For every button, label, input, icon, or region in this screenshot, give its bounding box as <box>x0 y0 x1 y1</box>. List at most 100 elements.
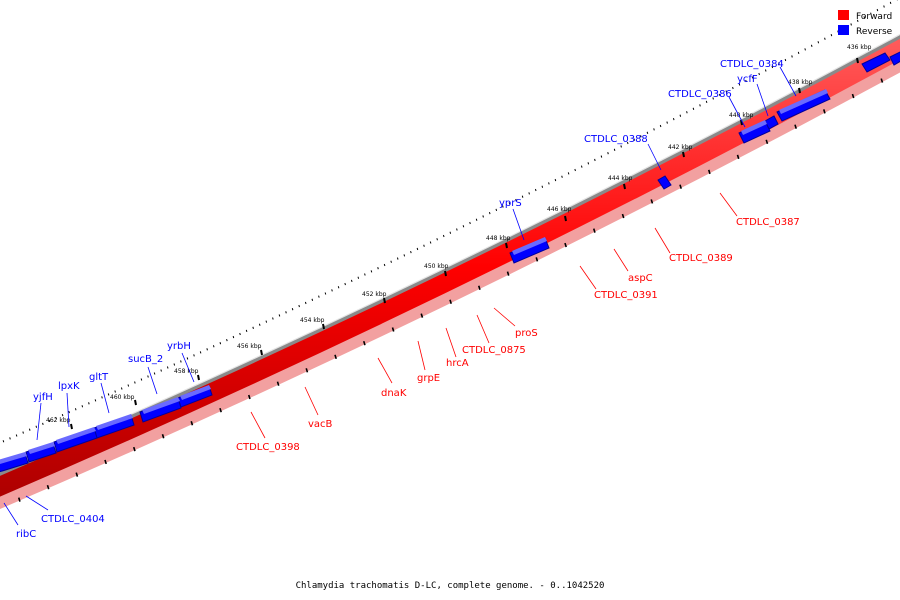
reverse-gene-box <box>0 452 29 473</box>
scale-tick-label: 440 kbp <box>729 112 754 119</box>
minor-tick <box>830 34 833 37</box>
minor-tick <box>738 83 741 86</box>
forward-strand-band <box>0 37 900 497</box>
minor-tick <box>600 155 603 158</box>
lower-tick <box>17 497 21 502</box>
minor-tick <box>2 440 5 443</box>
lower-tick <box>592 228 596 233</box>
minor-tick <box>377 267 379 270</box>
gene-label-reverse[interactable]: ycfF <box>737 74 758 85</box>
gene-label-forward[interactable]: proS <box>515 328 538 339</box>
minor-tick <box>127 384 130 387</box>
minor-tick <box>166 366 169 369</box>
minor-tick <box>48 419 51 423</box>
minor-tick <box>778 62 780 65</box>
scale-tick-label: 448 kbp <box>486 235 511 242</box>
gene-label-forward[interactable]: CTDLC_0398 <box>236 442 300 453</box>
minor-tick <box>502 205 504 208</box>
minor-tick <box>153 372 156 375</box>
reverse-gene-box <box>776 89 831 122</box>
gene-label-forward[interactable]: CTDLC_0391 <box>594 290 658 301</box>
gene-label-forward[interactable]: CTDLC_0875 <box>462 345 526 356</box>
gene-label-reverse[interactable]: yjfH <box>33 392 53 403</box>
minor-tick <box>147 375 149 378</box>
minor-tick <box>344 282 346 286</box>
reverse-gene-box <box>657 175 672 190</box>
minor-tick <box>495 208 498 212</box>
minor-tick <box>272 317 274 320</box>
gene-label-forward[interactable]: grpE <box>417 373 440 384</box>
gene-label-forward[interactable]: CTDLC_0389 <box>669 253 733 264</box>
minor-tick <box>567 172 570 175</box>
lower-tick <box>46 484 50 490</box>
gene-label-reverse[interactable]: lpxK <box>58 381 80 392</box>
lower-tick <box>449 299 452 304</box>
minor-tick <box>350 279 353 283</box>
gene-label-reverse[interactable]: yprS <box>499 198 522 209</box>
scale-tick: 456 kbp <box>237 343 263 356</box>
minor-tick <box>423 244 425 247</box>
minor-tick <box>265 320 268 323</box>
lower-scale-ticks <box>17 78 884 502</box>
gene-label-reverse[interactable]: CTDLC_0404 <box>41 514 105 525</box>
minor-tick <box>101 396 103 399</box>
minor-tick <box>666 121 668 124</box>
minor-tick <box>804 48 806 51</box>
minor-tick <box>232 335 235 339</box>
minor-tick <box>55 416 57 420</box>
gene-label-reverse[interactable]: yrbH <box>167 341 191 352</box>
minor-tick <box>35 425 38 428</box>
minor-tick <box>403 254 406 257</box>
lower-tick <box>765 139 769 145</box>
lower-tick <box>535 257 539 262</box>
minor-tick <box>81 405 84 408</box>
minor-tick <box>206 348 208 351</box>
reverse-gene-boxes <box>0 51 900 473</box>
minor-tick <box>436 238 438 241</box>
scale-tick: 452 kbp <box>362 291 387 304</box>
genome-line <box>0 34 900 476</box>
gene-label-forward[interactable]: dnaK <box>381 388 407 399</box>
gene-label-reverse[interactable]: ribC <box>16 529 36 540</box>
scale-tick-label: 450 kbp <box>424 263 449 270</box>
minor-tick <box>554 178 557 182</box>
lower-tick <box>247 394 251 400</box>
minor-tick <box>672 117 675 121</box>
gene-label-reverse[interactable]: CTDLC_0388 <box>584 134 648 145</box>
legend-item-forward: Forward <box>838 10 892 22</box>
minor-tick <box>120 387 123 390</box>
scale-tick-label: 458 kbp <box>174 368 199 375</box>
minor-tick <box>587 162 590 165</box>
reverse-gene-box <box>509 237 550 264</box>
minor-tick <box>541 185 544 188</box>
minor-tick <box>61 413 64 417</box>
figure-caption: Chlamydia trachomatis D-LC, complete gen… <box>296 581 605 591</box>
scale-tick: 440 kbp <box>729 112 754 126</box>
lower-tick <box>506 271 510 276</box>
legend-label: Reverse <box>856 27 893 37</box>
minor-tick <box>534 188 537 192</box>
reverse-gene-box <box>25 442 57 463</box>
lower-tick <box>707 169 711 175</box>
legend-label: Forward <box>856 12 892 22</box>
lower-tick <box>650 199 654 204</box>
lower-tick <box>621 213 625 219</box>
minor-tick <box>824 37 826 40</box>
gene-label-forward[interactable]: hrcA <box>446 358 469 369</box>
gene-label-forward[interactable]: vacB <box>308 419 333 430</box>
lower-tick <box>161 434 165 439</box>
gene-label-forward[interactable]: CTDLC_0387 <box>736 217 800 228</box>
gene-label-reverse[interactable]: CTDLC_0384 <box>720 59 784 70</box>
gene-label-reverse[interactable]: CTDLC_0386 <box>668 89 732 100</box>
scale-tick: 438 kbp <box>788 79 813 94</box>
gene-label-reverse[interactable]: sucB_2 <box>128 354 163 365</box>
gene-label-forward[interactable]: aspC <box>628 273 653 284</box>
legend: Forward Reverse <box>838 10 893 37</box>
minor-tick <box>298 304 300 308</box>
gene-label-reverse[interactable]: gltT <box>89 372 109 383</box>
minor-tick <box>488 212 491 215</box>
minor-tick <box>68 411 70 414</box>
minor-tick <box>725 90 728 93</box>
minor-tick <box>396 257 399 260</box>
